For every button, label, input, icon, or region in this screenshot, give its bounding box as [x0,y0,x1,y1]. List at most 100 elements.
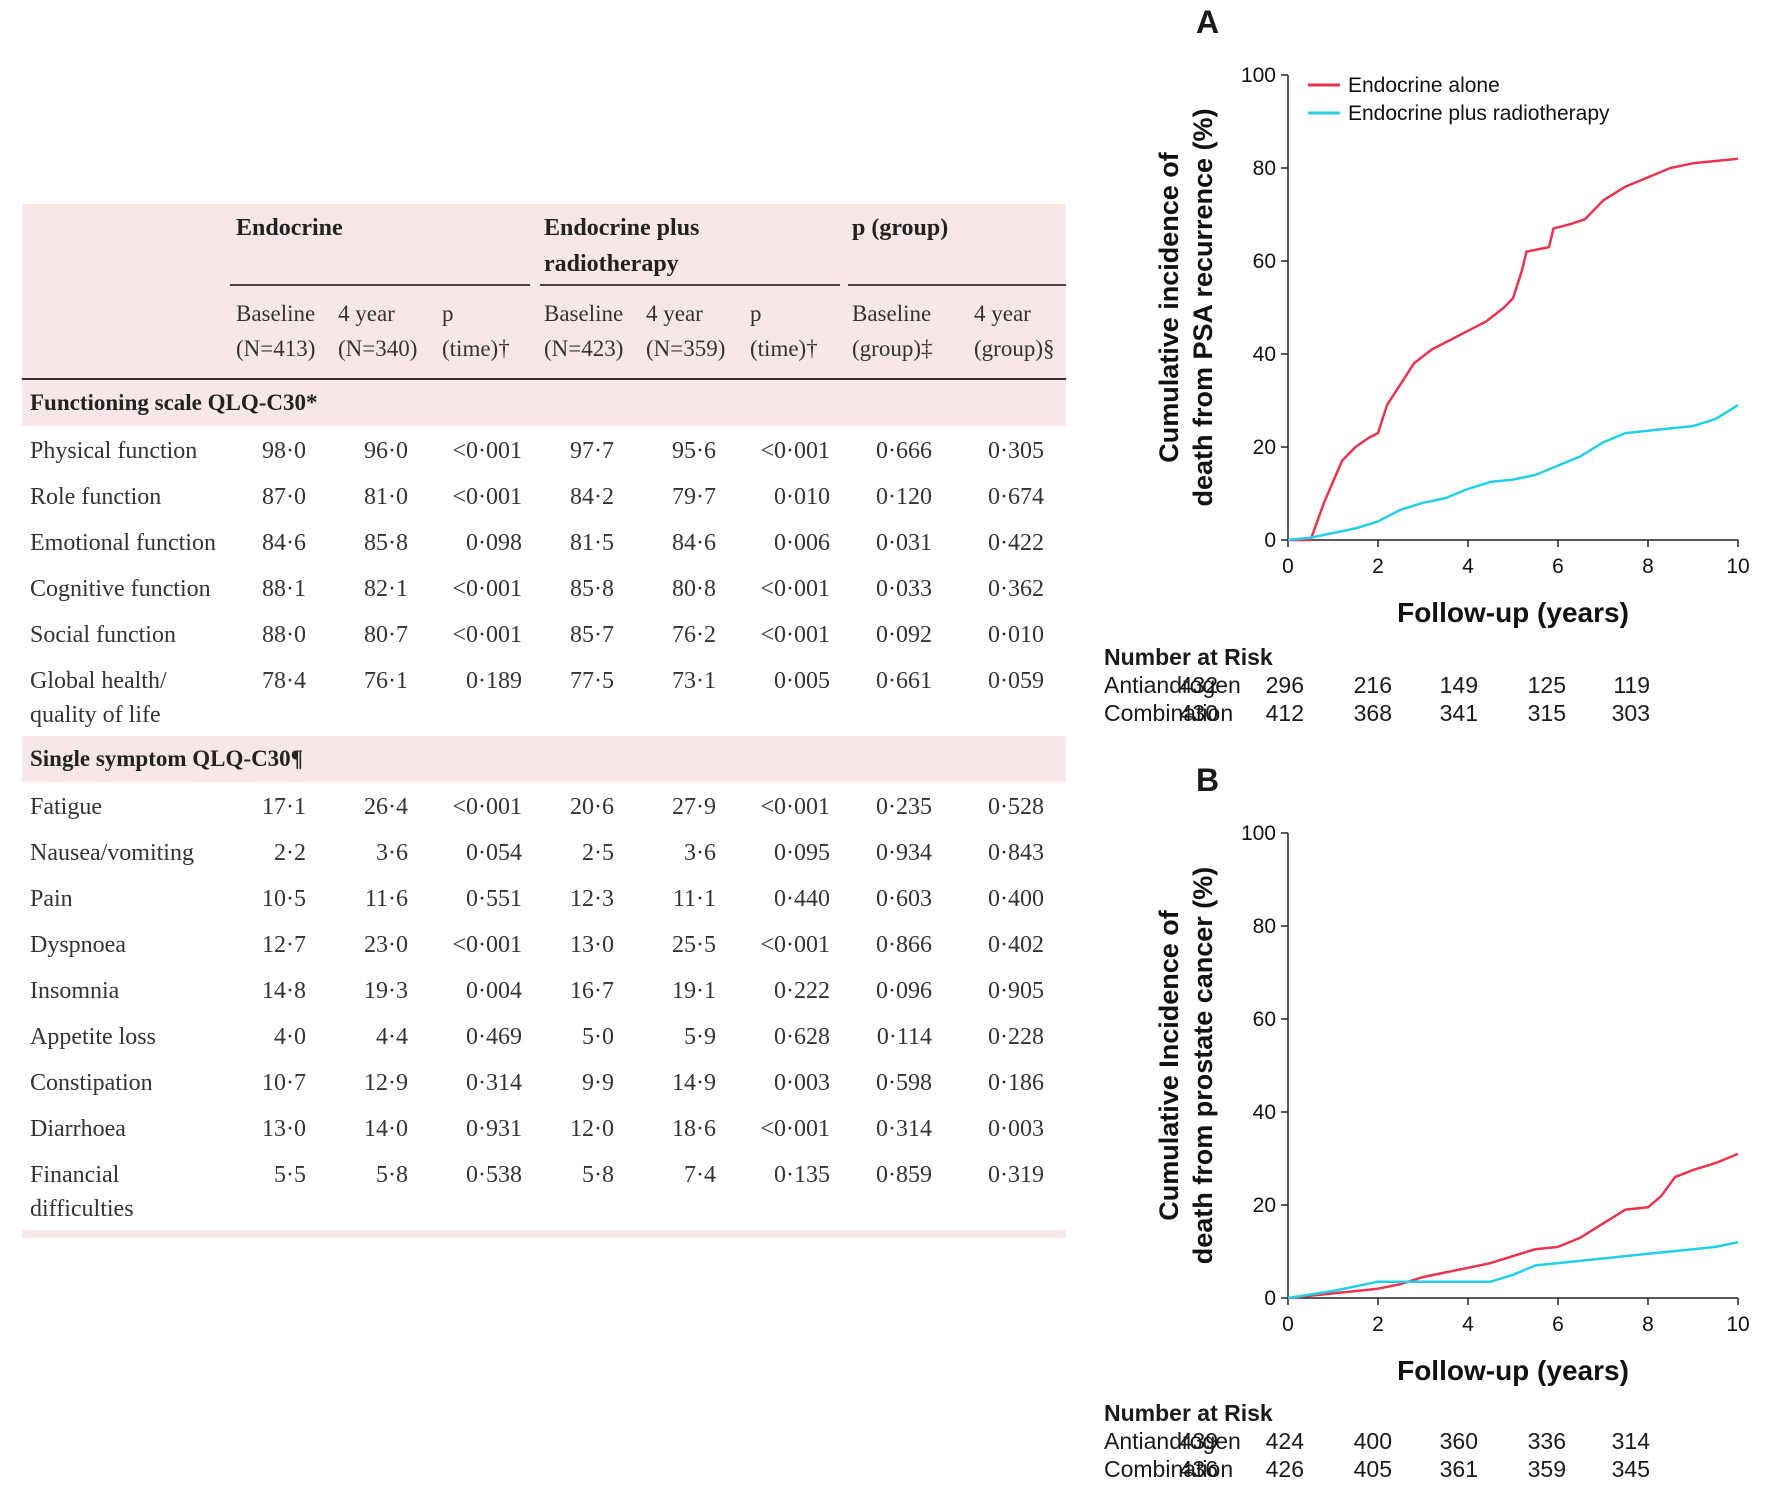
table-row: Diarrhoea 13·0 14·0 0·931 12·0 18·6 <0·001 0·31… [22,1104,1066,1150]
table-cell: <0·001 [452,484,522,510]
table-cell: 2·5 [582,840,614,866]
risk-value: 341 [1439,700,1478,726]
table-cell: 0·006 [774,530,830,556]
table-cell: 20·6 [570,794,614,820]
table-cell: 0·402 [988,932,1044,958]
table-cell: 17·1 [262,794,306,820]
table-cell: 0·319 [988,1162,1044,1188]
risk-value: 360 [1439,1428,1478,1454]
table-cell: 11·1 [672,886,716,912]
table-cell: 0·528 [988,794,1044,820]
y-axis-label-line: death from PSA recurrence (%) [1188,108,1218,506]
legend-label: Endocrine plus radiotherapy [1348,102,1610,125]
table-cell: <0·001 [760,438,830,464]
table-cell: 0·598 [876,1070,932,1096]
table-cell: 85·8 [364,530,408,556]
col-header: 4 year (N=340) [338,301,418,361]
col-header: p (time)† [442,301,510,361]
table-cell: <0·001 [760,794,830,820]
y-tick-label: 60 [1253,250,1276,273]
group-header-endocrine: Endocrine [236,215,343,241]
risk-value: 314 [1611,1428,1650,1454]
table-cell: <0·001 [452,622,522,648]
table-cell: 88·1 [262,576,306,602]
y-axis-label: Cumulative incidence of death from PSA re… [1154,108,1218,506]
table-cell: <0·001 [452,438,522,464]
table-cell: 7·4 [684,1162,716,1188]
table-cell: 73·1 [672,668,716,694]
table-cell: 0·096 [876,978,932,1004]
table-row: Fatigue 17·1 26·4 <0·001 20·6 27·9 <0·001 0·235… [22,782,1066,828]
table-row: Social function 88·0 80·7 <0·001 85·7 76·2 <0·… [22,610,1066,656]
group-header-pgroup: p (group) [852,215,949,241]
table-cell: 16·7 [570,978,614,1004]
table-cell: 0·603 [876,886,932,912]
x-tick-label: 0 [1282,555,1294,578]
table-cell: 0·114 [876,1024,932,1050]
table-cell: <0·001 [452,794,522,820]
section-heading: Functioning scale QLQ-C30* [22,380,1066,426]
table-footer-band [22,1230,1066,1238]
table-row: Constipation 10·7 12·9 0·314 9·9 14·9 0·003 0·5… [22,1058,1066,1104]
risk-value: 359 [1527,1456,1566,1482]
table-row: Role function 87·0 81·0 <0·001 84·2 79·7 0·010… [22,472,1066,518]
table-cell: 23·0 [364,932,408,958]
table-cell: 10·5 [262,886,306,912]
row-label: Global health/ quality of life [30,668,167,728]
table-cell: <0·001 [452,932,522,958]
symptom-rows: Fatigue 17·1 26·4 <0·001 20·6 27·9 <0·001 0·235… [22,782,1066,1230]
risk-value: 436 [1179,1456,1218,1482]
y-tick-label: 40 [1253,1101,1276,1124]
table-cell: 80·8 [672,576,716,602]
series-line-combination [1287,404,1739,542]
table-cell: 14·9 [672,1070,716,1096]
col-header: Baseline (N=413) [236,301,316,361]
col-header: p (time)† [750,301,818,361]
row-label: Financial difficulties [30,1162,134,1222]
risk-value: 439 [1179,1428,1218,1454]
table-cell: 85·8 [570,576,614,602]
col-header: 4 year (N=359) [646,301,726,361]
table-row: Emotional function 84·6 85·8 0·098 81·5 84·6 0… [22,518,1066,564]
table-cell: 12·0 [570,1116,614,1142]
table-cell: 0·059 [988,668,1044,694]
table-cell: 11·6 [364,886,408,912]
risk-value: 216 [1353,672,1392,698]
table-cell: 5·0 [582,1024,614,1050]
table-cell: 0·674 [988,484,1044,510]
row-label: Insomnia [30,978,120,1004]
table-cell: <0·001 [760,1116,830,1142]
group-rule [848,284,1066,286]
table-cell: 88·0 [262,622,306,648]
table-cell: 96·0 [364,438,408,464]
chart-a: 0 20 40 60 80 100 0 2 4 6 8 10 Follow-up (years) Cumu… [1154,64,1750,628]
table-cell: 0·305 [988,438,1044,464]
x-tick-label: 4 [1462,1313,1474,1336]
table-cell: 79·7 [672,484,716,510]
table-cell: 5·9 [684,1024,716,1050]
table-cell: 0·661 [876,668,932,694]
y-tick-label: 0 [1264,529,1276,552]
risk-value: 361 [1439,1456,1478,1482]
table-cell: 0·859 [876,1162,932,1188]
table-cell: 82·1 [364,576,408,602]
risk-value: 405 [1353,1456,1392,1482]
row-label: Social function [30,622,176,648]
table-cell: 0·186 [988,1070,1044,1096]
row-label: Diarrhoea [30,1116,126,1142]
table-cell: 0·003 [774,1070,830,1096]
y-axis-label-line: Cumulative Incidence of [1154,909,1184,1221]
risk-value: 424 [1265,1428,1304,1454]
table-cell: 0·469 [466,1024,522,1050]
table-cell: 98·0 [262,438,306,464]
table-row: Insomnia 14·8 19·3 0·004 16·7 19·1 0·222 0·096 0… [22,966,1066,1012]
series-line-combination [1287,1240,1739,1300]
table-cell: 25·5 [672,932,716,958]
table-cell: 14·0 [364,1116,408,1142]
chart-b: 0 20 40 60 80 100 0 2 4 6 8 10 Follow-up (years) Cumu… [1154,822,1750,1386]
risk-value: 303 [1611,700,1650,726]
table-cell: 0·400 [988,886,1044,912]
table-cell: 5·8 [582,1162,614,1188]
table-cell: 27·9 [672,794,716,820]
risk-value: 412 [1265,700,1304,726]
